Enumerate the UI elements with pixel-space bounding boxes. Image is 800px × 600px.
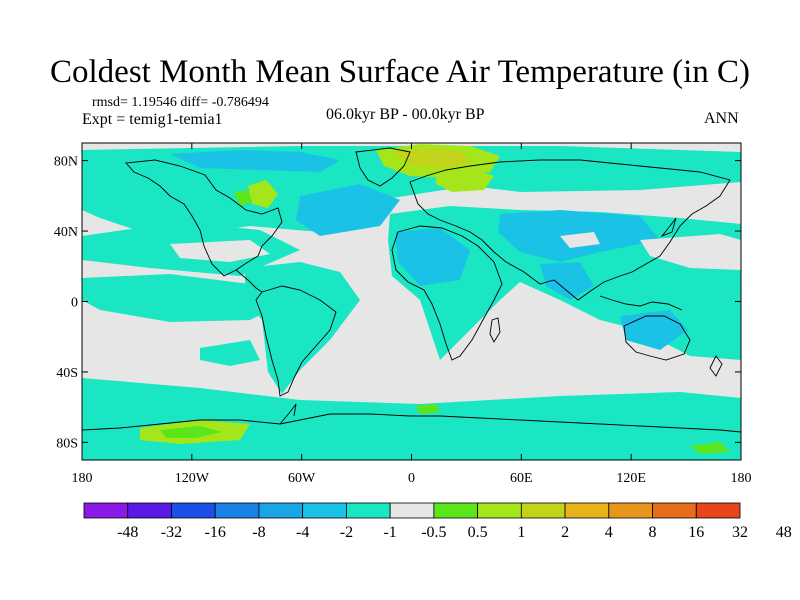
lon-tick-label: 180: [731, 471, 752, 486]
legend-label: 1: [517, 524, 525, 541]
coast-africa: [391, 225, 503, 361]
legend-label: -2: [340, 524, 353, 541]
legend-swatch: [520, 502, 566, 519]
lon-tick-label: 0: [408, 471, 415, 486]
coast-north-america: [125, 159, 283, 277]
anomaly-region-weddell-warm: [416, 404, 440, 414]
anomaly-region-south-pacific: [200, 340, 260, 366]
legend-label: -32: [161, 524, 182, 541]
map-axis-ticks: 80N 40N 0 40S 80S 180 120W 60W 0 60E 120E 180: [54, 143, 752, 486]
legend-label: 48: [776, 524, 792, 541]
legend-label: -1: [383, 524, 396, 541]
legend-swatch: [608, 502, 653, 519]
lat-tick-label: 40N: [54, 225, 78, 240]
legend-swatch: [477, 502, 522, 519]
anomaly-region-southern-ocean: [82, 378, 741, 460]
anomaly-region-neutral-b: [560, 232, 600, 248]
anomaly-region-south-america-africa: [245, 262, 360, 394]
map-title: Coldest Month Mean Surface Air Temperatu…: [50, 54, 750, 90]
legend-swatch: [83, 502, 129, 519]
lon-tick-label: 120W: [175, 471, 210, 486]
lon-tick-label: 120E: [616, 471, 646, 486]
anomaly-region-greenland-warmer: [392, 148, 470, 168]
legend-swatch: [389, 502, 435, 519]
legend-label: -0.5: [421, 524, 446, 541]
coast-south-america: [255, 285, 337, 397]
lat-tick-label: 0: [71, 296, 78, 311]
anomaly-region-labrador-warm: [234, 190, 252, 206]
legend-swatch: [564, 502, 610, 519]
coast-eurasia: [409, 159, 731, 301]
legend-label: -4: [296, 524, 309, 541]
lon-tick-label: 60E: [510, 471, 533, 486]
legend-label: 16: [688, 524, 704, 541]
legend-swatch: [695, 502, 741, 519]
coast-antarctic-peninsula: [279, 403, 297, 425]
period-line: 06.0kyr BP - 00.0kyr BP: [326, 106, 485, 123]
coast-new-zealand: [709, 355, 723, 377]
lon-tick-label: 60W: [288, 471, 316, 486]
stats-line: rmsd= 1.19546 diff= -0.786494: [92, 95, 269, 110]
anomaly-region-north-atlantic-blue: [296, 184, 400, 236]
legend-label: -16: [205, 524, 226, 541]
coast-antarctica: [82, 413, 741, 433]
legend-swatch: [345, 502, 391, 519]
anomaly-region-neutral-c: [640, 234, 741, 270]
lat-tick-label: 80S: [56, 436, 78, 451]
legend-label: 2: [561, 524, 569, 541]
coast-indonesia: [599, 295, 683, 311]
legend-swatch: [258, 502, 304, 519]
legend-label: -48: [117, 524, 138, 541]
anomaly-region-antarctic-warmer: [160, 426, 222, 438]
legend-label: 0.5: [468, 524, 488, 541]
legend-label: -8: [252, 524, 265, 541]
anomaly-region-neutral-a: [170, 240, 270, 262]
legend-label: 32: [732, 524, 748, 541]
anomaly-region-tropical-pacific: [82, 274, 290, 322]
anomaly-region-india-blue: [540, 262, 594, 300]
anomaly-field: [82, 144, 741, 460]
lat-tick-label: 80N: [54, 155, 78, 170]
legend-swatch: [433, 502, 479, 519]
anomaly-region-scandinavia-warm: [436, 168, 494, 192]
coast-japan: [660, 217, 677, 238]
legend-swatch: [171, 502, 216, 519]
anomaly-region-hudson-warm: [248, 180, 278, 208]
coastlines: [82, 147, 741, 433]
lat-tick-label: 40S: [56, 366, 78, 381]
lon-tick-label: 180: [72, 471, 93, 486]
experiment-line: Expt = temig1-temia1: [82, 111, 223, 128]
anomaly-region-arctic-blue: [170, 150, 340, 172]
anomaly-region-ross-warm: [690, 442, 730, 454]
legend-swatch: [127, 502, 172, 519]
legend-swatch: [652, 502, 697, 519]
legend-swatch: [214, 502, 260, 519]
legend-label: 4: [605, 524, 613, 541]
legend-swatch: [302, 502, 347, 519]
coast-greenland: [355, 147, 411, 187]
coast-australia: [623, 315, 691, 361]
anomaly-region-africa-blue: [395, 228, 470, 286]
legend-label: 8: [649, 524, 657, 541]
coast-madagascar: [489, 317, 501, 343]
coast-central-america: [235, 269, 263, 293]
season-label: ANN: [704, 110, 739, 127]
